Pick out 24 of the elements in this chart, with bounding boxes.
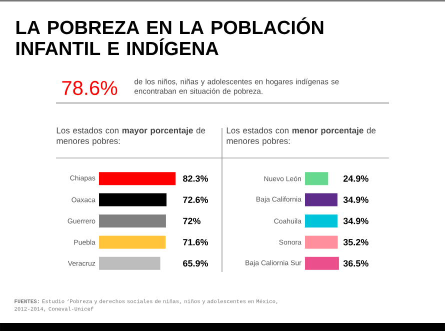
bar xyxy=(305,236,338,249)
bar xyxy=(305,172,328,186)
bar xyxy=(305,193,338,206)
text: Los estados con mayor porcentaje de menores pobres: xyxy=(56,127,206,146)
bar xyxy=(305,214,338,228)
chart-title: LA POBREZA EN LA POBLACIÓN INFANTIL E INDÍGENA xyxy=(16,17,324,56)
text: 78.6% xyxy=(62,80,118,96)
bar xyxy=(305,256,339,270)
data-label: 34.9% xyxy=(343,196,368,203)
data-label: 24.9% xyxy=(343,175,368,182)
bar xyxy=(99,236,166,249)
data-label: 65.9% xyxy=(183,260,208,267)
text: Los estados con menor porcentaje de menores pobres: xyxy=(226,127,376,146)
data-label: 72% xyxy=(183,218,201,224)
data-label: 82.3% xyxy=(183,175,208,182)
data-label: 35.2% xyxy=(343,238,368,246)
data-label: 72.6% xyxy=(183,196,208,203)
data-label: 71.6% xyxy=(183,239,208,246)
bar xyxy=(99,256,160,270)
bar xyxy=(99,172,176,186)
data-label: 36.5% xyxy=(343,260,368,267)
bar xyxy=(99,193,167,206)
data-label: 34.9% xyxy=(343,218,368,224)
bar xyxy=(99,214,166,228)
